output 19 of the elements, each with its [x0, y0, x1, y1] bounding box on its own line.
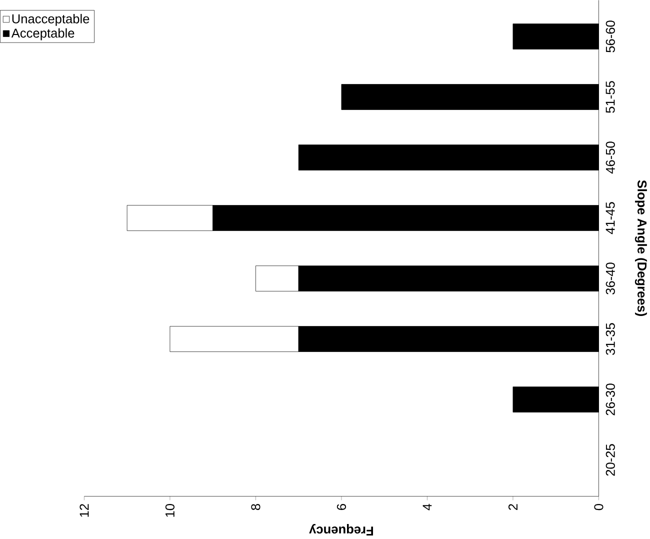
y-tick-label: 46-50 — [606, 142, 615, 174]
y-tick-label: 41-45 — [606, 202, 615, 234]
y-tick-label: 51-55 — [606, 81, 615, 114]
x-tick-label: 8 — [251, 504, 260, 510]
x-tick-label: 2 — [508, 504, 518, 510]
y-tick-label: 56-60 — [606, 20, 615, 53]
y-tick-label: 36-40 — [606, 262, 615, 295]
x-tick-label: 12 — [80, 504, 89, 517]
x-axis-title: Frequency — [309, 524, 374, 536]
x-tick-label: 4 — [422, 504, 432, 511]
legend-label: Acceptable — [11, 28, 74, 40]
y-tick-label: 20-25 — [606, 444, 615, 476]
x-tick-label: 0 — [594, 504, 604, 510]
x-tick-label: 10 — [165, 504, 174, 517]
legend-label: Unacceptable — [12, 14, 90, 26]
y-tick-label: 26-30 — [606, 384, 615, 416]
x-tick-label: 6 — [336, 504, 346, 510]
y-axis-title: Slope Angle (Degrees) — [634, 180, 647, 316]
y-tick-label: 31-35 — [606, 323, 615, 356]
